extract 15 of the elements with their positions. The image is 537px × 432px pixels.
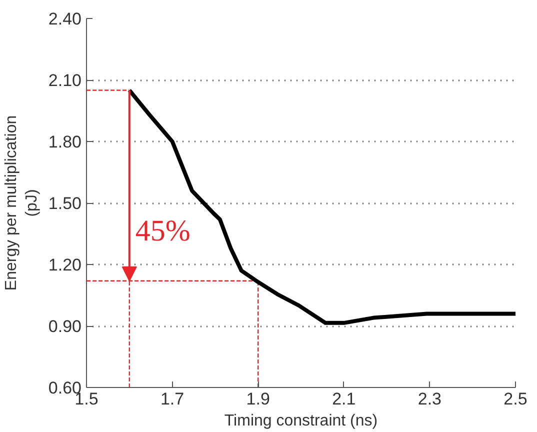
x-tick-label: 1.7 (160, 390, 184, 408)
x-tick-label: 1.9 (246, 390, 270, 408)
y-tick-label: 2.10 (48, 71, 82, 90)
x-tick-label: 2.5 (504, 390, 528, 408)
annotation: 45% (135, 214, 190, 248)
y-tick-label: 1.20 (48, 256, 82, 274)
y-tick-label: 1.80 (48, 132, 82, 152)
y-axis-title: Energy per multiplication (pJ) (3, 115, 40, 291)
x-tick-label: 2.3 (418, 390, 442, 408)
y-tick-label: 1.50 (48, 194, 82, 213)
y-tick-label: 0.90 (48, 317, 82, 336)
x-axis-title: Timing constraint (ns) (224, 412, 378, 430)
line-series (127, 88, 516, 325)
y-tick-label: 2.40 (48, 10, 82, 28)
x-tick-label: 2.1 (332, 390, 356, 408)
